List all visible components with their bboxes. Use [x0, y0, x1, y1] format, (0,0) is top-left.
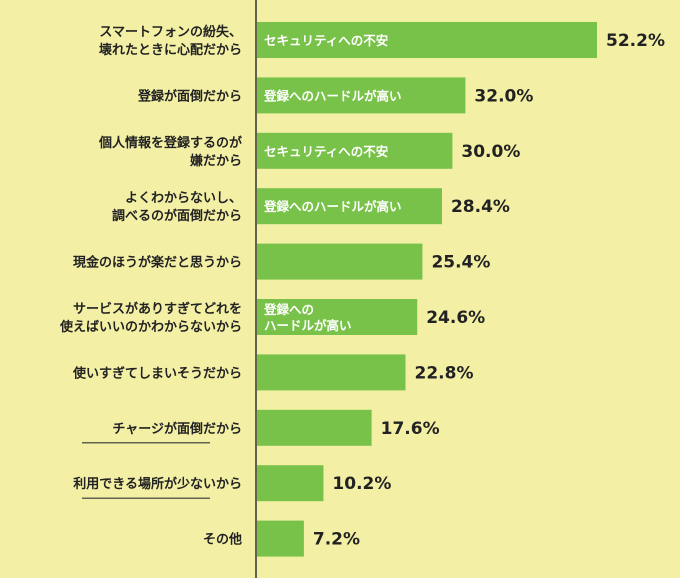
bar-annotation: セキュリティへの不安: [264, 144, 388, 159]
bar-annotation: 登録へのハードルが高い: [263, 199, 402, 214]
bar: [257, 243, 423, 280]
bar: [257, 22, 597, 58]
category-label: 利用できる場所が少ないから: [73, 476, 242, 492]
value-label: 10.2%: [332, 474, 391, 494]
value-label: 17.6%: [381, 419, 440, 439]
bar: [257, 465, 324, 502]
bar: [257, 354, 406, 391]
bar-annotation: 登録へのハードルが高い: [263, 88, 402, 103]
category-label: その他: [203, 532, 242, 548]
value-label: 25.4%: [431, 253, 490, 273]
value-label: 32.0%: [474, 86, 533, 106]
category-label: 使いすぎてしまいそうだから: [72, 365, 242, 381]
bar: [257, 188, 442, 225]
category-label: よくわからないし、: [125, 191, 242, 206]
category-label: 現金のほうが楽だと思うから: [73, 255, 242, 271]
category-label: サービスがありすぎてどれを: [73, 301, 242, 317]
bar-annotation: セキュリティへの不安: [264, 33, 388, 48]
category-label: チャージが面倒だから: [112, 421, 242, 437]
bar: [257, 520, 304, 557]
category-label: スマートフォンの紛失、: [99, 24, 242, 40]
bar-annotation: 登録への: [263, 302, 314, 317]
value-label: 30.0%: [461, 142, 520, 162]
bar: [257, 409, 372, 446]
bar-annotation: ハードルが高い: [264, 318, 352, 333]
value-label: 24.6%: [426, 308, 485, 328]
category-label: 個人情報を登録するのが: [98, 135, 242, 151]
value-label: 7.2%: [313, 530, 360, 550]
value-label: 52.2%: [606, 31, 665, 51]
category-label: 登録が面倒だから: [137, 88, 242, 104]
value-label: 22.8%: [415, 363, 474, 383]
category-label: 使えばいいのかわからないから: [59, 319, 242, 335]
bar: [257, 77, 466, 114]
category-label: 嫌だから: [189, 153, 242, 169]
value-label: 28.4%: [451, 197, 510, 217]
category-label: 壊れたときに心配だから: [99, 42, 242, 58]
bar: [257, 132, 453, 169]
category-label: 調べるのが面倒だから: [112, 208, 242, 224]
bar: [257, 299, 418, 335]
